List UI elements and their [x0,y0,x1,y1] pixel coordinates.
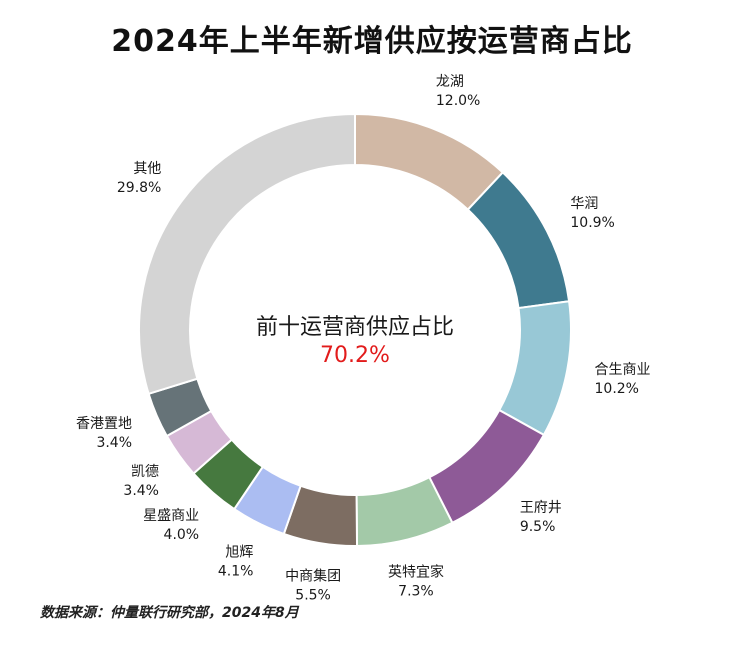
slices-group [138,112,572,547]
slice-10-name-label: 其他 [133,161,161,177]
labels-group: 龙湖 12.0% 华润 10.9% 合生商业 10.2% 王府井 9.5% 英特宜家 7.3% 中商… [76,74,650,603]
slice-10-value-label: 29.8% [117,180,161,196]
slice-1-value-label: 10.9% [570,215,614,231]
slice-7-name-label: 星盛商业 [143,508,199,524]
slice-10-wedge [138,112,356,396]
slice-9-name-label: 香港置地 [76,416,132,432]
slice-3-name-label: 王府井 [520,500,562,516]
slice-8-value-label: 3.4% [123,483,159,499]
slice-6-value-label: 4.1% [218,564,254,580]
slice-7-value-label: 4.0% [164,527,200,543]
slice-5-name-label: 中商集团 [285,568,341,585]
center-label: 前十运营商供应占比 [256,315,454,340]
chart-title: 2024年上半年新增供应按运营商占比 [111,24,633,59]
slice-0-name-label: 龙湖 [436,74,464,90]
slice-1-name-label: 华润 [570,196,598,212]
slice-2-value-label: 10.2% [595,381,639,397]
slice-0-value-label: 12.0% [436,93,480,109]
source-note: 数据来源：仲量联行研究部，2024年8月 [40,605,299,621]
slice-8-name-label: 凯德 [131,464,159,480]
slice-1-wedge [466,171,571,310]
slice-5-value-label: 5.5% [295,588,331,604]
slice-9-value-label: 3.4% [96,435,132,451]
slice-6-name-label: 旭辉 [225,545,253,561]
center-value: 70.2% [320,343,390,368]
slice-3-value-label: 9.5% [520,519,556,535]
slice-4-name-label: 英特宜家 [388,564,444,581]
slice-4-value-label: 7.3% [398,584,434,600]
slice-2-name-label: 合生商业 [595,362,651,378]
slice-2-wedge [497,300,572,437]
